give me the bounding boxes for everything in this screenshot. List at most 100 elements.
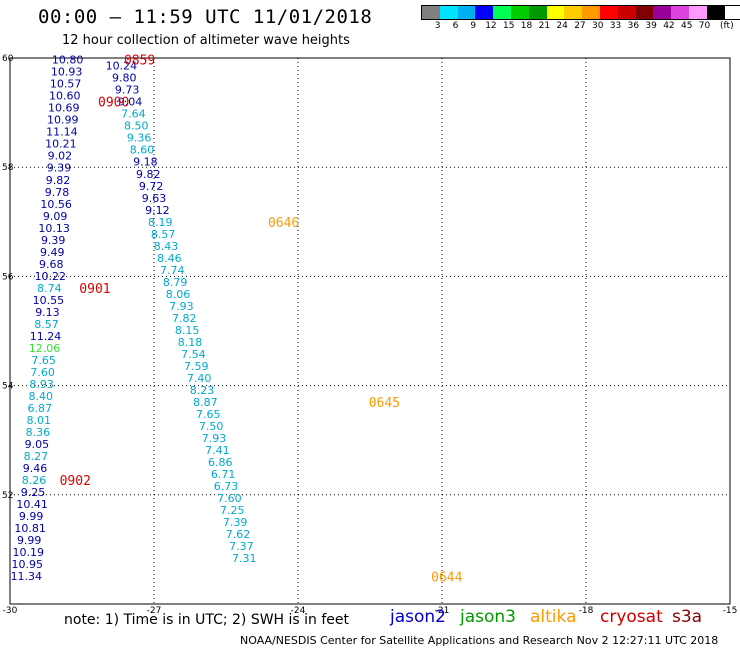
data-label: 10.13 bbox=[38, 222, 70, 235]
data-label: 7.93 bbox=[202, 432, 227, 445]
legend-label: 3 bbox=[434, 21, 441, 31]
legend-label: 45 bbox=[681, 21, 693, 31]
y-tick-label: 54 bbox=[2, 382, 14, 392]
legend-label: 33 bbox=[609, 21, 622, 31]
data-label: 10.24 bbox=[106, 60, 138, 73]
data-label: 9.18 bbox=[133, 156, 158, 169]
credit-line: NOAA/NESDIS Center for Satellite Applica… bbox=[240, 634, 719, 647]
legend-label: 15 bbox=[503, 21, 515, 31]
data-label: 7.64 bbox=[121, 108, 146, 121]
data-label: 9.63 bbox=[142, 192, 167, 205]
data-label: 9.72 bbox=[139, 180, 164, 193]
legend-label: 6 bbox=[452, 21, 459, 31]
data-label: 8.57 bbox=[34, 318, 59, 331]
legend-label: 27 bbox=[574, 21, 586, 31]
data-label: 7.50 bbox=[199, 420, 224, 433]
legend-swatch bbox=[599, 6, 618, 19]
legend-label: (ft) bbox=[720, 21, 734, 31]
data-label: 8.43 bbox=[154, 240, 179, 253]
x-tick-label: -30 bbox=[3, 606, 18, 616]
data-label: 10.56 bbox=[40, 198, 72, 211]
data-label: 10.57 bbox=[50, 78, 82, 91]
data-label: 9.73 bbox=[115, 84, 140, 97]
data-label: 9.05 bbox=[25, 438, 50, 451]
data-label: 9.78 bbox=[45, 186, 70, 199]
x-tick-label: -18 bbox=[579, 606, 594, 616]
data-label: 10.99 bbox=[47, 114, 79, 127]
data-label: 9.82 bbox=[136, 168, 161, 181]
data-label: 12.06 bbox=[29, 342, 61, 355]
legend-swatch bbox=[671, 6, 689, 19]
data-label: 8.18 bbox=[178, 336, 203, 349]
data-label: 6.73 bbox=[214, 480, 239, 493]
data-label: 11.34 bbox=[11, 570, 43, 583]
data-label: 11.14 bbox=[46, 126, 78, 139]
data-label: 8.06 bbox=[166, 288, 191, 301]
data-label: 9.99 bbox=[19, 510, 44, 523]
legend-swatch bbox=[457, 6, 476, 19]
data-label: 8.93 bbox=[29, 378, 54, 391]
data-label: 10.21 bbox=[45, 138, 77, 151]
legend-swatch bbox=[439, 6, 458, 19]
y-tick-label: 52 bbox=[2, 491, 13, 501]
data-label: 7.93 bbox=[169, 300, 194, 313]
data-label: 9.36 bbox=[127, 132, 152, 145]
data-label: 7.65 bbox=[31, 354, 56, 367]
data-label: 7.25 bbox=[220, 504, 245, 517]
satellite-name-altika: altika bbox=[530, 607, 577, 627]
data-label: 7.60 bbox=[30, 366, 55, 379]
page-subtitle: 12 hour collection of altimeter wave hei… bbox=[62, 33, 350, 48]
data-label: 8.79 bbox=[163, 276, 188, 289]
data-label: 7.62 bbox=[226, 528, 251, 541]
data-label: 8.50 bbox=[124, 120, 149, 133]
y-tick-label: 58 bbox=[2, 163, 14, 173]
x-tick-label: -15 bbox=[723, 606, 738, 616]
legend-labels: 3 6 9 12 15 18 21 24 27 30 33 36 39 42 45 70 (ft) bbox=[421, 20, 740, 34]
legend-swatch bbox=[546, 6, 565, 19]
data-label: 8.57 bbox=[151, 228, 176, 241]
legend-swatch bbox=[475, 6, 494, 19]
legend-swatch bbox=[582, 6, 600, 19]
data-label: 9.04 bbox=[118, 96, 143, 109]
data-label: 9.02 bbox=[48, 150, 73, 163]
data-label: 8.36 bbox=[26, 426, 51, 439]
legend-label: 30 bbox=[592, 21, 604, 31]
data-label: 9.25 bbox=[21, 486, 46, 499]
data-label: 10.80 bbox=[52, 54, 84, 67]
legend-label: 21 bbox=[538, 21, 551, 31]
legend-swatch bbox=[422, 6, 440, 19]
data-label: 7.40 bbox=[187, 372, 212, 385]
plot-frame bbox=[9, 57, 731, 605]
data-label: 9.68 bbox=[39, 258, 64, 271]
legend-swatch bbox=[493, 6, 511, 19]
data-label: 6.86 bbox=[208, 456, 233, 469]
data-label: 10.22 bbox=[35, 270, 67, 283]
data-label: 7.60 bbox=[217, 492, 242, 505]
data-label: 7.54 bbox=[181, 348, 206, 361]
satellite-name-jason3: jason3 bbox=[460, 607, 516, 627]
legend-label: 9 bbox=[470, 21, 477, 31]
data-label: 10.81 bbox=[14, 522, 46, 535]
y-tick-label: 56 bbox=[2, 272, 14, 282]
data-label: 7.41 bbox=[205, 444, 230, 457]
color-legend: 3 6 9 12 15 18 21 24 27 30 33 36 39 42 45 70 (ft) bbox=[421, 5, 740, 34]
legend-color-bar bbox=[421, 5, 740, 20]
data-label: 10.60 bbox=[49, 90, 81, 103]
data-label: 10.41 bbox=[16, 498, 48, 511]
legend-swatch bbox=[528, 6, 547, 19]
data-label: 8.27 bbox=[24, 450, 49, 463]
data-label: 10.69 bbox=[48, 102, 80, 115]
time-label: 0900 bbox=[98, 96, 129, 111]
data-label: 8.01 bbox=[27, 414, 52, 427]
data-label: 9.82 bbox=[46, 174, 71, 187]
data-label: 9.09 bbox=[43, 210, 68, 223]
satellite-name-s3a: s3a bbox=[672, 607, 703, 627]
data-label: 9.39 bbox=[47, 162, 72, 175]
data-label: 9.49 bbox=[40, 246, 65, 259]
data-label: 9.12 bbox=[145, 204, 170, 217]
data-label: 8.74 bbox=[37, 282, 62, 295]
legend-swatch bbox=[688, 6, 707, 19]
legend-label: 42 bbox=[663, 21, 675, 31]
page-title: 00:00 – 11:59 UTC 11/01/2018 bbox=[38, 6, 373, 28]
